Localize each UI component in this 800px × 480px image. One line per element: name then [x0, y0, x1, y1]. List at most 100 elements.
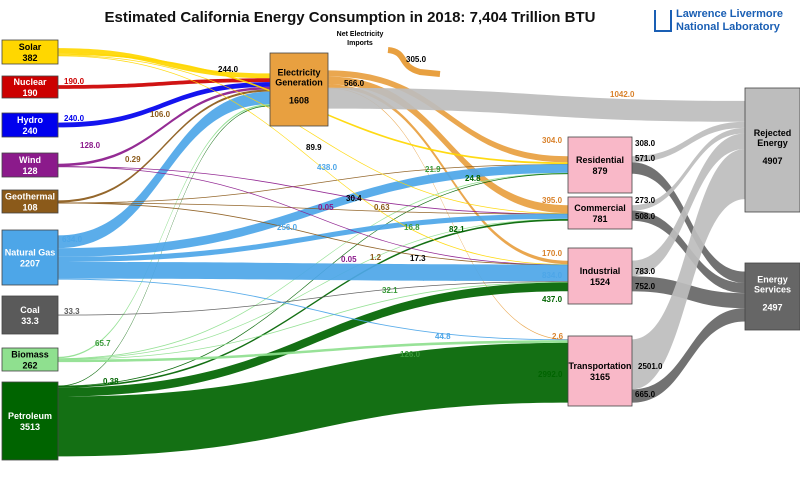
logo-line2: National Laboratory	[676, 21, 780, 33]
flow-value-label: 24.8	[465, 174, 481, 183]
node-label: Generation	[275, 78, 323, 88]
node-label: Residential	[576, 155, 624, 165]
flow-value-label: 783.0	[635, 267, 656, 276]
flow-value-label: 32.1	[382, 286, 398, 295]
node-label: Wind	[19, 155, 41, 165]
flow-elec-to-transportation	[328, 87, 568, 341]
flow-natural_gas-to-industrial	[58, 261, 568, 282]
flow-value-label: 44.8	[435, 332, 451, 341]
flow-value-label: 2501.0	[638, 362, 663, 371]
flow-value-label: 244.0	[218, 65, 239, 74]
node-label: Natural Gas	[5, 248, 56, 258]
flow-labels: 244.0 190.0 240.0 128.0 106.0 634.0 65.7 0.38 30…	[62, 31, 663, 399]
node-label: Rejected	[754, 128, 792, 138]
flow-petroleum-to-transportation	[58, 342, 568, 457]
flow-value-label: 17.3	[410, 254, 426, 263]
node-industrial-box	[567, 247, 633, 305]
node-value: 1608	[289, 96, 309, 106]
flow-geothermal-to-commercial	[58, 202, 568, 215]
flow-wind-to-elec	[58, 86, 270, 167]
flow-value-label: 0.38	[103, 377, 119, 386]
elec-output-value: 566.0	[344, 79, 365, 88]
flow-hydro-to-elec	[58, 82, 270, 128]
flow-elec-to-residential	[328, 70, 568, 163]
flow-biomass-to-industrial	[58, 281, 568, 360]
flow-value-label: 2.6	[552, 332, 564, 341]
flow-value-label: 16.8	[404, 223, 420, 232]
flow-value-label: 0.29	[125, 155, 141, 164]
node-label: Geothermal	[5, 192, 55, 202]
flow-value-label: 571.0	[635, 154, 656, 163]
flow-natural_gas-to-transportation	[58, 278, 568, 341]
imports-value: 305.0	[406, 55, 427, 64]
flow-value-label: 834.0	[542, 271, 563, 280]
flow-value-label: 106.0	[150, 110, 171, 119]
node-label: Transportation	[568, 361, 631, 371]
flow-value-label: 190.0	[64, 77, 85, 86]
flow-coal-to-industrial	[58, 281, 568, 316]
node-value: 262	[22, 361, 37, 371]
llnl-logo: Lawrence Livermore National Laboratory	[654, 8, 800, 38]
flow-value-label: 240.0	[64, 114, 85, 123]
flow-biomass-to-elec	[58, 104, 270, 359]
node-value: 781	[592, 214, 607, 224]
node-hydro-box	[1, 112, 59, 138]
flow-value-label: 126.0	[400, 350, 421, 359]
node-coal-box	[1, 295, 59, 335]
flow-value-label: 170.0	[542, 249, 563, 258]
flow-value-label: 0.05	[318, 203, 334, 212]
flow-elec-to-commercial	[328, 76, 568, 214]
flow-geothermal-to-residential	[58, 164, 568, 204]
flow-value-label: 128.0	[80, 141, 101, 150]
node-label: Commercial	[574, 203, 626, 213]
flow-value-label: 634.0	[62, 235, 83, 244]
flow-residential-to-rejected	[632, 121, 745, 163]
flow-value-label: 665.0	[635, 390, 656, 399]
flow-value-label: 30.4	[346, 194, 362, 203]
flow-transportation-to-rejected	[632, 149, 745, 390]
flow-natural_gas-to-commercial	[58, 213, 568, 262]
node-label: Energy	[757, 138, 788, 148]
node-value: 382	[22, 53, 37, 63]
node-services-box	[744, 262, 800, 331]
flow-nuclear-to-elec	[58, 78, 270, 89]
flow-elec-to-rejected	[328, 87, 745, 122]
node-label: Hydro	[17, 115, 44, 125]
flow-wind-to-industrial	[58, 166, 568, 266]
node-label: Biomass	[11, 350, 49, 360]
node-label: Energy	[757, 275, 788, 285]
node-label: Petroleum	[8, 411, 52, 421]
node-value: 128	[22, 166, 37, 176]
flow-value-label: 752.0	[635, 282, 656, 291]
node-label: Coal	[20, 305, 40, 315]
node-value: 33.3	[21, 316, 39, 326]
flow-value-label: 2992.0	[538, 370, 563, 379]
flow-value-label: 508.0	[635, 212, 656, 221]
node-commercial-box	[567, 196, 633, 230]
flow-solar-to-industrial	[58, 55, 568, 265]
flow-value-label: 256.0	[277, 223, 298, 232]
node-value: 240	[22, 126, 37, 136]
flow-geothermal-to-elec	[58, 89, 270, 203]
node-petroleum-box	[1, 381, 59, 461]
imports-label-2: Imports	[347, 40, 373, 47]
node-value: 3165	[590, 372, 610, 382]
node-elec-box	[269, 52, 329, 127]
diagram-title: Estimated California Energy Consumption …	[104, 9, 596, 26]
flow-value-label: 89.9	[306, 143, 322, 152]
flow-value-label: 273.0	[635, 196, 656, 205]
flow-value-label: 82.1	[449, 225, 465, 234]
flow-value-label: 21.9	[425, 165, 441, 174]
